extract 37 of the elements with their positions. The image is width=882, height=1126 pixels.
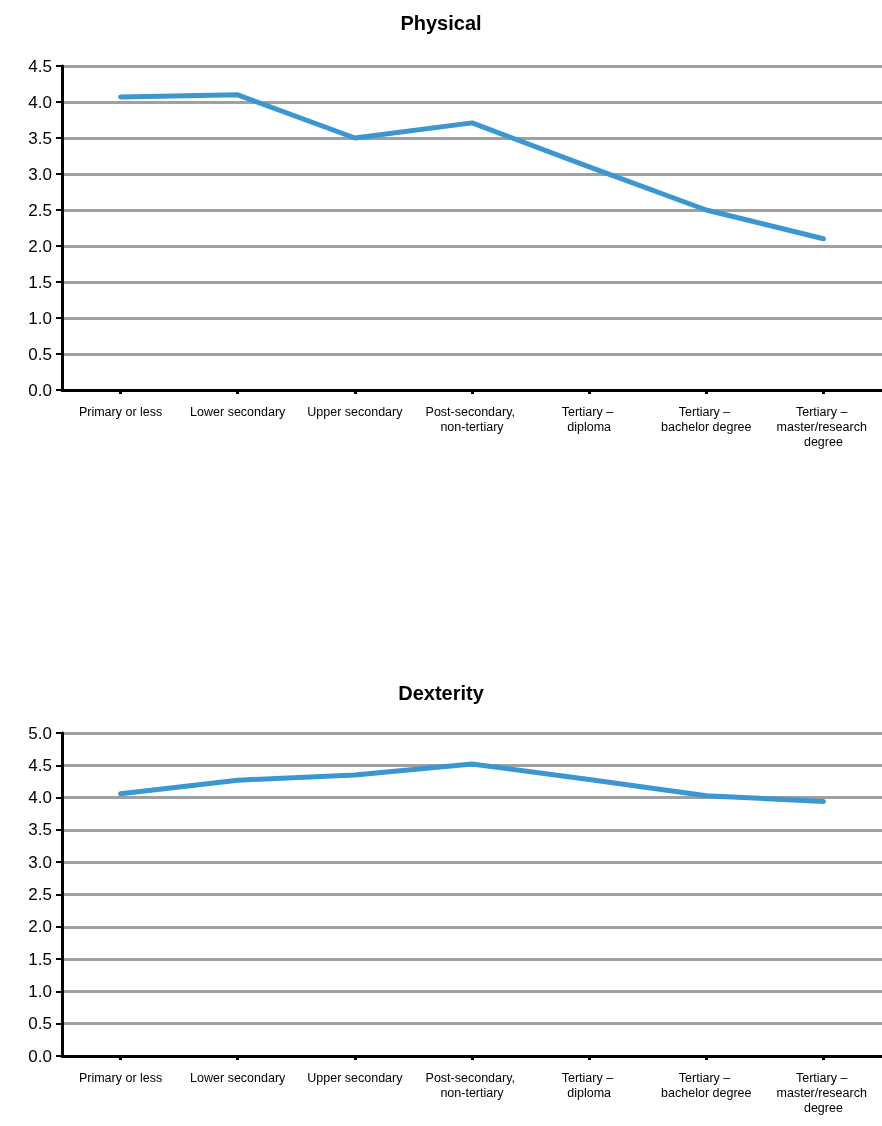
x-tick-label: Tertiary – master/research degree bbox=[776, 1070, 871, 1115]
x-tick-label: Post-secondary, non-tertiary bbox=[425, 404, 519, 434]
y-tick-label: 0.0 bbox=[28, 1046, 52, 1066]
chart-title: Physical bbox=[400, 12, 482, 34]
x-tick-label: Primary or less bbox=[78, 1070, 163, 1085]
y-tick-label: 3.5 bbox=[28, 820, 52, 840]
x-tick-label: Lower secondary bbox=[190, 1070, 287, 1085]
y-tick-label: 3.5 bbox=[28, 128, 52, 148]
y-tick-label: 1.0 bbox=[28, 981, 52, 1001]
y-tick-label: 1.0 bbox=[28, 308, 52, 328]
x-tick-label: Post-secondary, non-tertiary bbox=[425, 1070, 519, 1100]
y-tick-label: 3.0 bbox=[28, 164, 52, 184]
y-tick-label: 5.0 bbox=[28, 723, 52, 743]
x-tick-label: Tertiary – diploma bbox=[561, 404, 617, 434]
y-tick-label: 2.5 bbox=[28, 885, 52, 904]
y-tick-label: 1.5 bbox=[28, 272, 52, 292]
y-tick-label: 2.0 bbox=[28, 236, 52, 256]
x-tick-label: Primary or less bbox=[78, 404, 163, 419]
y-tick-label: 4.5 bbox=[28, 56, 52, 76]
y-tick-label: 1.5 bbox=[28, 949, 52, 969]
x-tick-label: Tertiary – diploma bbox=[561, 1070, 617, 1100]
y-tick-label: 2.0 bbox=[28, 917, 52, 937]
y-tick-label: 0.0 bbox=[28, 380, 52, 400]
y-tick-label: 4.0 bbox=[28, 92, 52, 112]
y-tick-label: 3.0 bbox=[28, 852, 52, 872]
x-tick-label: Tertiary – bachelor degree bbox=[661, 404, 752, 434]
x-tick-label: Tertiary – bachelor degree bbox=[661, 1070, 752, 1100]
y-tick-label: 4.0 bbox=[28, 788, 52, 808]
x-tick-label: Upper secondary bbox=[307, 404, 404, 419]
y-tick-label: 0.5 bbox=[28, 1014, 52, 1034]
chart-title: Dexterity bbox=[398, 682, 485, 704]
y-tick-label: 2.5 bbox=[28, 200, 52, 220]
x-tick-label: Upper secondary bbox=[307, 1070, 404, 1085]
x-tick-label: Tertiary – master/research degree bbox=[776, 404, 871, 449]
x-tick-label: Lower secondary bbox=[190, 404, 287, 419]
y-tick-label: 4.5 bbox=[28, 755, 52, 775]
y-tick-label: 0.5 bbox=[28, 344, 52, 364]
